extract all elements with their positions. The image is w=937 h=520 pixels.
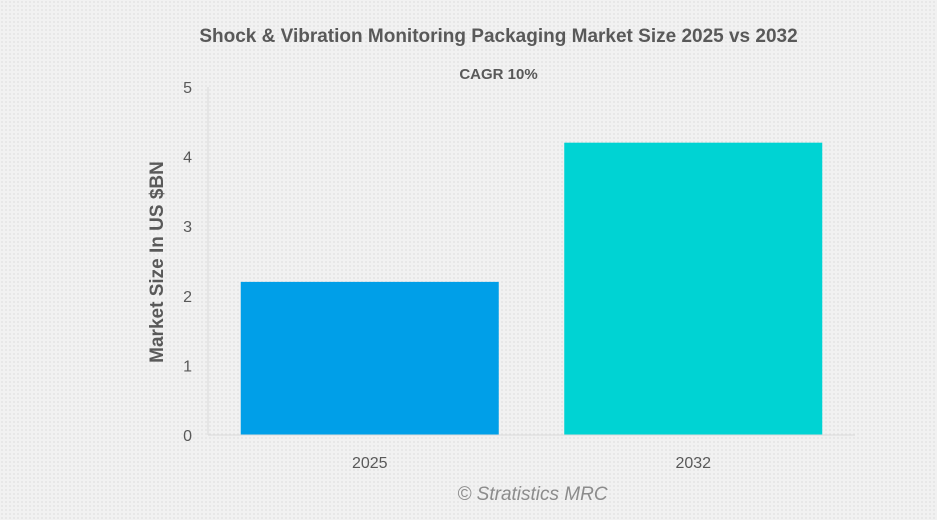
y-tick-label: 5	[183, 80, 192, 97]
y-tick-label: 1	[183, 358, 192, 375]
y-tick-label: 2	[183, 289, 192, 306]
bars	[240, 142, 823, 435]
y-tick-label: 0	[183, 428, 192, 445]
y-tick-label: 3	[183, 219, 192, 236]
x-tick-label: 2025	[352, 455, 388, 472]
chart-subtitle: CAGR 10%	[459, 66, 538, 83]
chart-title: Shock & Vibration Monitoring Packaging M…	[199, 26, 798, 47]
x-tick-label: 2032	[675, 455, 711, 472]
watermark: © Stratistics MRC	[457, 484, 608, 505]
bar-2025	[240, 281, 499, 435]
y-axis-ticks: 0 1 2 3 4 5	[183, 80, 192, 445]
x-axis-ticks: 2025 2032	[352, 455, 711, 472]
bar-2032	[564, 142, 823, 435]
y-tick-label: 4	[183, 150, 192, 167]
